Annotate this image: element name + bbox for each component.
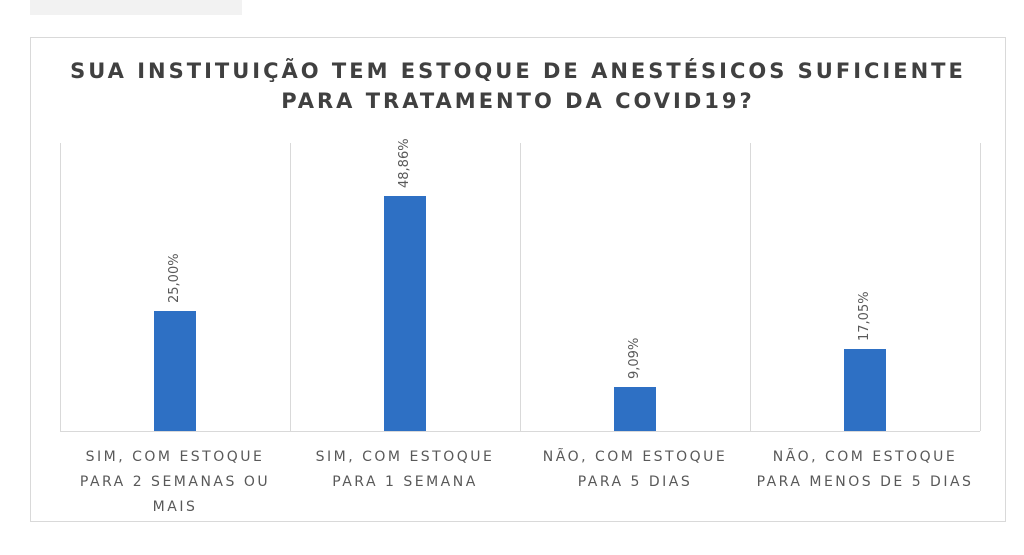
x-tick-label: NÃO, COM ESTOQUE PARA 5 DIAS bbox=[542, 449, 728, 490]
header-strip bbox=[30, 0, 242, 15]
value-label: 25,00% bbox=[167, 253, 182, 303]
bar bbox=[614, 387, 656, 431]
value-label: 17,05% bbox=[857, 291, 872, 342]
x-tick-label: SIM, COM ESTOQUE PARA 1 SEMANA bbox=[315, 449, 495, 490]
bar bbox=[844, 349, 886, 431]
baseline bbox=[60, 431, 980, 432]
category-divider bbox=[750, 143, 751, 431]
x-tick-label: NÃO, COM ESTOQUE PARA MENOS DE 5 DIAS bbox=[756, 449, 974, 490]
category-divider bbox=[290, 143, 291, 431]
chart-title: SUA INSTITUIÇÃO TEM ESTOQUE DE ANESTÉSIC… bbox=[70, 59, 966, 113]
value-label: 48,86% bbox=[397, 138, 412, 189]
category-divider bbox=[980, 143, 981, 431]
category-divider bbox=[60, 143, 61, 431]
bar bbox=[154, 311, 196, 431]
category-divider bbox=[520, 143, 521, 431]
chart-frame bbox=[30, 37, 1006, 522]
bar bbox=[384, 196, 426, 431]
value-label: 9,09% bbox=[627, 338, 642, 380]
x-tick-label: SIM, COM ESTOQUE PARA 2 SEMANAS OU MAIS bbox=[79, 449, 271, 515]
